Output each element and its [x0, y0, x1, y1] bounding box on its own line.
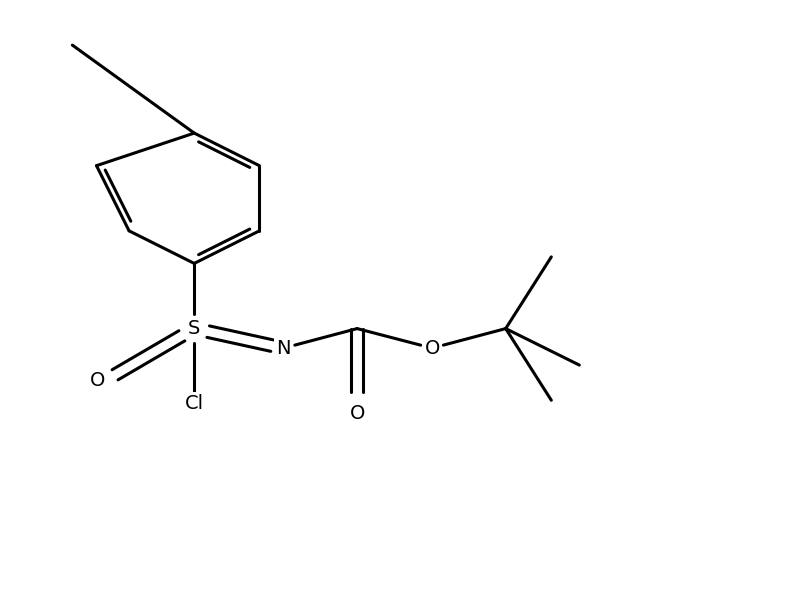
- Text: O: O: [349, 404, 364, 423]
- Text: O: O: [89, 371, 105, 390]
- Text: Cl: Cl: [184, 394, 204, 413]
- Text: O: O: [424, 339, 440, 358]
- Text: N: N: [276, 339, 290, 358]
- Text: S: S: [188, 319, 200, 338]
